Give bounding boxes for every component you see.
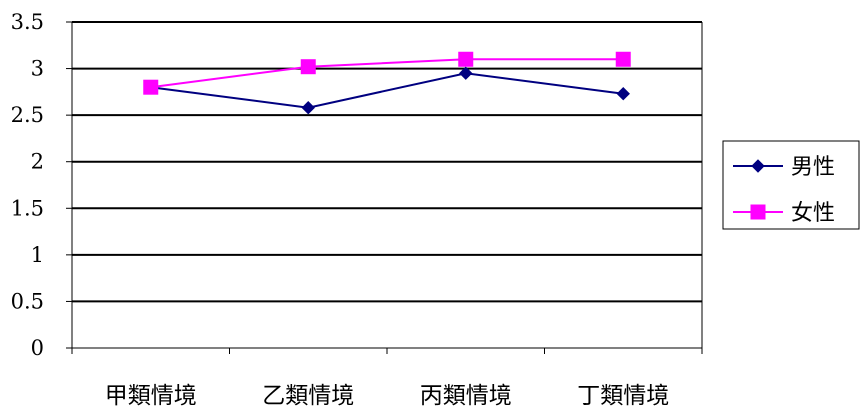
y-tick-label: 1.5 bbox=[11, 196, 44, 220]
y-tick-label: 3.5 bbox=[11, 10, 44, 34]
data-point bbox=[616, 87, 630, 101]
legend-label: 女性 bbox=[791, 201, 835, 226]
x-tick-label: 丙類情境 bbox=[420, 383, 512, 409]
data-point bbox=[301, 100, 315, 115]
plot-area-border bbox=[71, 22, 703, 349]
y-tick-label: 3 bbox=[31, 57, 44, 81]
legend-box bbox=[722, 140, 860, 230]
y-tick-label: 0 bbox=[31, 336, 44, 360]
data-point bbox=[615, 51, 631, 67]
data-point bbox=[458, 51, 474, 67]
legend-label: 男性 bbox=[791, 155, 835, 180]
y-tick-label: 2 bbox=[31, 150, 44, 174]
x-tick-label: 丁類情境 bbox=[577, 383, 669, 409]
x-tick-label: 乙類情境 bbox=[262, 383, 354, 409]
gridlines bbox=[72, 21, 702, 303]
y-tick-label: 0.5 bbox=[11, 289, 44, 313]
x-tick-label: 甲類情境 bbox=[105, 383, 197, 409]
series-layer bbox=[143, 51, 631, 115]
series-line bbox=[150, 58, 624, 89]
x-axis: 甲類情境 乙類情境 丙類情境 丁類情境 bbox=[71, 348, 703, 409]
legend-item: 女性 bbox=[733, 201, 835, 226]
series-2 bbox=[143, 51, 631, 95]
data-point bbox=[459, 66, 473, 80]
y-axis: 0 0.5 1 1.5 2 2.5 3 3.5 bbox=[11, 10, 72, 360]
data-point bbox=[300, 59, 316, 75]
legend-marker bbox=[750, 204, 766, 220]
legend-item: 男性 bbox=[733, 155, 835, 180]
y-tick-label: 2.5 bbox=[11, 103, 44, 127]
series-line bbox=[150, 72, 624, 109]
data-point bbox=[143, 79, 159, 95]
y-tick-label: 1 bbox=[31, 243, 44, 267]
legend-marker bbox=[751, 159, 765, 173]
